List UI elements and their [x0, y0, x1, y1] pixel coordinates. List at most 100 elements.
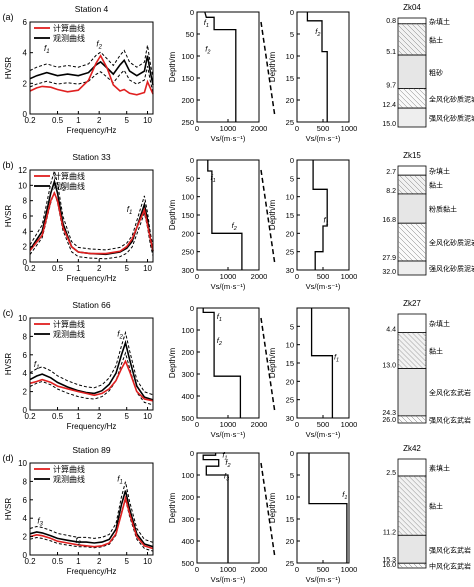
- layer-hatch: [397, 525, 409, 536]
- layer-annotation: f1: [324, 215, 329, 226]
- hvsr-axes-box: [29, 21, 154, 115]
- y-tick-label: 0: [290, 449, 294, 458]
- vs-axes-box: [196, 307, 260, 419]
- layer-hatch: [410, 415, 419, 424]
- layer-hatch: [410, 223, 427, 240]
- y-tick-label: 12: [18, 166, 27, 175]
- layer-depth: 5.1: [386, 49, 396, 56]
- layer-hatch: [397, 255, 404, 262]
- y-tick-label: 15: [286, 515, 294, 524]
- panel-b: (b)Station 330.2 0.5 1 2 5 10024681012Frequen…: [3, 151, 474, 291]
- y-tick-label: 100: [181, 193, 194, 202]
- y-axis-label: HVSR: [4, 205, 13, 227]
- station-title: Station 4: [75, 4, 109, 14]
- layer-depth: 2.7: [386, 169, 396, 176]
- layer-hatch: [397, 29, 424, 56]
- layer-depth: 12.4: [382, 102, 396, 109]
- legend-label: 观测曲线: [53, 329, 85, 339]
- y-tick-label: 150: [181, 74, 194, 83]
- zoom-connector: [260, 21, 276, 118]
- layer-hatch: [403, 475, 427, 499]
- x-tick-label: 2: [97, 557, 102, 566]
- layer-depth: 8.2: [386, 188, 396, 195]
- layer-annotation: f1: [222, 450, 227, 461]
- layer-hatch: [397, 490, 427, 519]
- frequency-annotation: f2: [96, 40, 102, 51]
- vs-axes-box: [296, 307, 350, 419]
- layer-depth: 16.8: [382, 217, 396, 224]
- y-axis-label: Depth/m: [168, 348, 177, 379]
- x-tick-label: 10: [143, 557, 152, 566]
- layer-annotation: f3: [224, 471, 230, 482]
- y-tick-label: 200: [181, 493, 194, 502]
- layer-hatch: [415, 223, 427, 235]
- layer-depth: 9.7: [386, 82, 396, 89]
- x-axis-label: Vs/(m·s⁻¹): [211, 430, 246, 439]
- panel-d: (d)Station 890.2 0.5 1 2 5 100246810Frequency…: [3, 444, 472, 584]
- layer-hatch: [400, 223, 427, 250]
- legend-label: 观测曲线: [53, 33, 85, 43]
- layer-hatch: [401, 332, 427, 357]
- y-tick-label: 30: [286, 414, 294, 423]
- x-tick-label: 10: [143, 412, 152, 421]
- y-tick-label: 25: [286, 559, 294, 568]
- layer-hatch: [397, 245, 414, 262]
- y-tick-label: 300: [181, 515, 194, 524]
- layer-hatch: [408, 563, 414, 569]
- layer-depth: 15.3: [382, 557, 396, 564]
- y-tick-label: 300: [181, 370, 194, 379]
- layer-hatch: [411, 23, 427, 39]
- x-tick-label: 1000: [341, 272, 358, 281]
- vs-profile-line: [312, 160, 328, 270]
- layer-hatch: [397, 102, 404, 109]
- layer-depth: 26.0: [382, 417, 396, 424]
- x-tick-label: 2000: [251, 420, 268, 429]
- y-tick-label: 25: [286, 396, 294, 405]
- y-tick-label: 200: [181, 229, 194, 238]
- y-tick-label: 500: [181, 414, 194, 423]
- vs-profile-line: [202, 308, 242, 418]
- lower-band-line: [29, 351, 154, 406]
- borehole-layer: [397, 107, 427, 128]
- x-tick-label: 2000: [251, 124, 268, 133]
- x-tick-label: 1000: [341, 420, 358, 429]
- layer-name: 全风化砂质泥岩: [429, 94, 474, 103]
- layer-name: 黏土: [429, 502, 443, 511]
- layer-hatch: [403, 563, 409, 569]
- y-axis-label: Depth/m: [168, 493, 177, 524]
- calculated-curve: [29, 54, 154, 96]
- layer-annotation: f1: [217, 312, 222, 323]
- layer-depth: 24.3: [382, 410, 396, 417]
- x-tick-label: 2: [97, 264, 102, 273]
- layer-hatch: [397, 333, 427, 362]
- y-tick-label: 25: [286, 118, 294, 127]
- borehole-id: Zk04: [403, 3, 421, 12]
- y-tick-label: 4: [23, 514, 28, 523]
- y-tick-label: 50: [186, 30, 194, 39]
- zoom-connector: [260, 317, 276, 414]
- layer-hatch: [397, 24, 427, 54]
- borehole-layer: [397, 415, 427, 424]
- y-tick-label: 8: [23, 477, 28, 486]
- layer-name: 黏土: [429, 35, 443, 44]
- layer-hatch: [406, 332, 427, 352]
- layer-annotation: f2: [315, 27, 320, 38]
- x-tick-label: 5: [124, 116, 129, 125]
- x-tick-label: 1: [76, 412, 81, 421]
- panel-label: (c): [3, 308, 14, 318]
- borehole-log: Zk42 2.5 素填土 11.2 黏土 15.3 强风化玄武岩 16.0 中风化玄武岩: [382, 444, 471, 571]
- y-tick-label: 0: [190, 304, 194, 313]
- x-tick-label: 0.5: [52, 412, 64, 421]
- frequency-annotation: f2: [60, 182, 66, 193]
- y-tick-label: 15: [286, 74, 294, 83]
- vs-profile-line: [308, 453, 348, 563]
- x-tick-label: 1: [76, 557, 81, 566]
- layer-hatch: [397, 225, 427, 255]
- y-tick-label: 100: [181, 471, 194, 480]
- x-tick-label: 0: [195, 565, 199, 574]
- vs-profile-line: [202, 453, 229, 563]
- hvsr-chart: (b)Station 330.2 0.5 1 2 5 10024681012Frequen…: [3, 152, 154, 283]
- hvsr-chart: (d) Station 89 0.2 0.5 1 2 5 10 0 2 4 6 8 10 Frequency…: [3, 445, 154, 576]
